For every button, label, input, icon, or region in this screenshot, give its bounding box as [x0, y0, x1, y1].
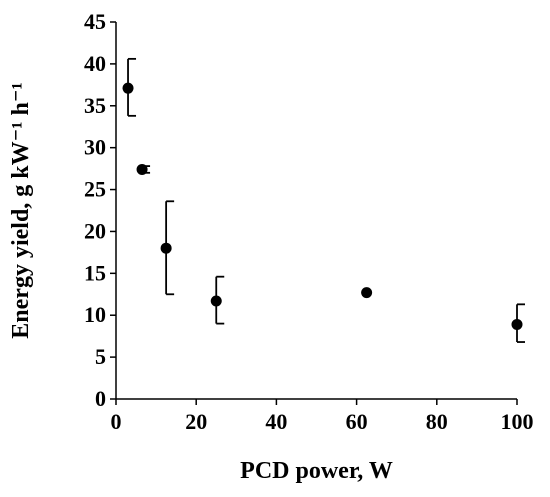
- x-tick-label: 100: [501, 409, 534, 434]
- y-tick-label: 35: [84, 93, 106, 118]
- x-ticks: 0 20 40 60 80 100: [111, 399, 534, 434]
- axes: [115, 22, 517, 400]
- data-point: [160, 242, 172, 254]
- y-tick-label: 15: [84, 260, 106, 285]
- data-point: [136, 163, 148, 175]
- y-ticks: 0 5 10 15 20 25 30 35 40 45: [84, 9, 116, 411]
- y-tick-label: 40: [84, 51, 106, 76]
- data-point: [210, 295, 222, 307]
- x-tick-label: 0: [111, 409, 122, 434]
- y-axis-title: Energy yield, g kW⁻¹ h⁻¹: [8, 82, 34, 338]
- y-tick-label: 10: [84, 302, 106, 327]
- error-bars: [127, 57, 525, 343]
- data-point: [361, 287, 373, 299]
- data-point: [511, 318, 523, 330]
- data-points: [122, 82, 523, 330]
- y-tick-label: 5: [95, 344, 106, 369]
- x-axis-title: PCD power, W: [240, 458, 393, 484]
- y-tick-label: 20: [84, 218, 106, 243]
- y-tick-label: 0: [95, 386, 106, 411]
- y-tick-label: 45: [84, 9, 106, 34]
- data-point: [122, 82, 134, 94]
- x-tick-label: 60: [346, 409, 368, 434]
- x-tick-label: 80: [426, 409, 448, 434]
- y-tick-label: 30: [84, 135, 106, 160]
- x-tick-label: 20: [185, 409, 207, 434]
- x-tick-label: 40: [265, 409, 287, 434]
- y-tick-label: 25: [84, 177, 106, 202]
